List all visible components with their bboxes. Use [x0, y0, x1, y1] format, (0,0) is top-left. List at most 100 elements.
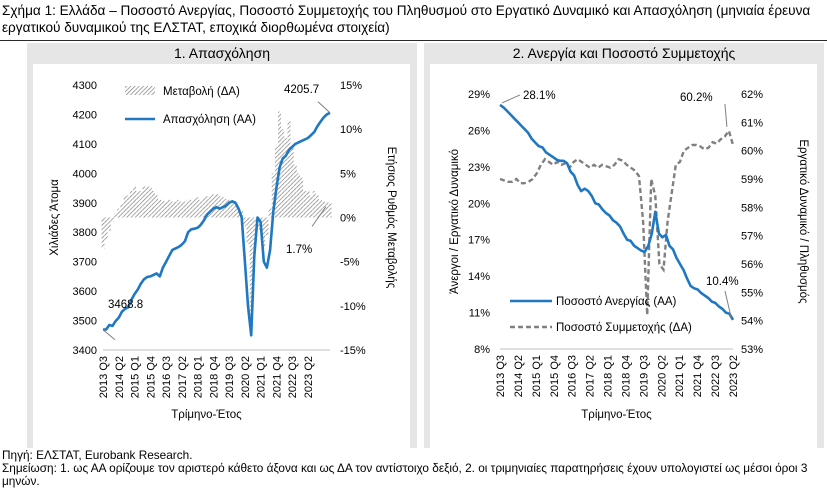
x-axis-title: Τρίμηνο-Έτος	[171, 409, 242, 421]
panel2-title: 2. Ανεργία και Ποσοστό Συμμετοχής	[512, 45, 736, 61]
panel1-plot-area	[33, 64, 410, 448]
change-bar	[101, 217, 105, 249]
y-left-tick-label: 4100	[73, 139, 97, 151]
annotation-leader	[724, 290, 732, 317]
change-bar	[196, 197, 200, 218]
y-right-tick-label: 56%	[741, 259, 763, 271]
change-bar	[192, 198, 196, 218]
change-bar	[139, 191, 143, 218]
participation-line	[499, 128, 735, 316]
change-bar	[319, 199, 323, 218]
y-right-tick-label: -5%	[340, 257, 360, 269]
x-tick-label: 2022 Q3	[287, 356, 299, 398]
change-bar	[230, 201, 234, 218]
y-right-axis-title: Ετήσιος Ρυθμός Μεταβολής	[385, 147, 397, 289]
y-right-tick-label: 54%	[741, 316, 763, 328]
legend-label-participation: Ποσοστό Συμμετοχής (ΔΑ)	[556, 322, 692, 334]
y-left-tick-label: 4000	[73, 168, 97, 180]
annotation-first-unemployment: 28.1%	[523, 90, 556, 102]
panel2-plot-area	[430, 64, 817, 448]
y-left-tick-label: 3800	[73, 227, 97, 239]
x-tick-label: 2014 Q2	[513, 355, 525, 397]
change-bar	[107, 217, 111, 231]
change-bar	[202, 198, 206, 218]
y-right-tick-label: 60%	[741, 146, 763, 158]
change-bar	[158, 199, 162, 218]
change-bar	[180, 201, 184, 218]
panel1-title: 1. Απασχόληση	[173, 45, 271, 61]
y-right-tick-label: -15%	[340, 345, 366, 357]
change-bar	[133, 186, 137, 218]
y-right-tick-label: 53%	[741, 344, 763, 356]
legend-label-unemployment: Ποσοστό Ανεργίας (ΑΑ)	[556, 296, 677, 308]
change-bar	[136, 191, 140, 218]
change-bar	[199, 199, 203, 218]
y-left-tick-label: 3900	[73, 198, 97, 210]
change-bar	[246, 217, 250, 244]
change-bar	[303, 191, 307, 218]
y-left-tick-label: 3600	[73, 286, 97, 298]
x-tick-label: 2023 Q2	[303, 356, 315, 398]
change-bar	[300, 177, 304, 218]
y-left-tick-label: 17%	[468, 235, 490, 247]
change-bar	[293, 164, 297, 218]
change-bar	[312, 191, 316, 218]
change-bar	[205, 196, 209, 218]
change-bar	[252, 217, 256, 253]
change-bar	[262, 217, 266, 249]
change-bar	[309, 195, 313, 218]
change-bar	[120, 204, 124, 218]
y-right-tick-label: 15%	[340, 80, 362, 92]
y-left-tick-label: 23%	[468, 162, 490, 174]
x-tick-label: 2023 Q2	[728, 355, 740, 397]
change-bar	[110, 217, 114, 222]
y-right-tick-label: -10%	[340, 301, 366, 313]
change-bar	[151, 191, 155, 218]
source-text: Πηγή: ΕΛΣΤΑΤ, Eurobank Research.	[2, 448, 193, 462]
x-tick-label: 2018 Q1	[193, 356, 205, 398]
change-bar	[161, 199, 165, 218]
title-divider	[0, 40, 827, 41]
change-bar	[224, 198, 228, 218]
x-tick-label: 2015 Q4	[145, 356, 157, 398]
annotation-last-employment: 4205.7	[284, 84, 319, 96]
x-tick-label: 2018 Q4	[208, 356, 220, 398]
change-bar	[155, 195, 159, 218]
y-right-tick-label: 10%	[340, 124, 362, 136]
figure-title: Σχήμα 1: Ελλάδα – Ποσοστό Ανεργίας, Ποσο…	[2, 3, 811, 35]
x-tick-label: 2015 Q4	[549, 355, 561, 397]
x-tick-label: 2022 Q3	[710, 355, 722, 397]
change-bar	[315, 195, 319, 218]
x-tick-label: 2014 Q2	[114, 356, 126, 398]
y-right-tick-label: 0%	[340, 213, 356, 225]
y-right-tick-label: 55%	[741, 287, 763, 299]
y-left-axis-title: Χιλιάδες Άτομα	[49, 179, 61, 256]
change-bar	[296, 173, 300, 218]
annotation-leader	[102, 329, 116, 341]
annotation-leader	[317, 101, 331, 114]
change-bar	[249, 217, 253, 324]
legend-swatch-change	[125, 86, 155, 95]
y-left-tick-label: 11%	[469, 308, 490, 320]
change-bar	[208, 195, 212, 218]
y-right-axis-title: Εργατικό Δυναμικό / Πληθυσμός	[797, 139, 809, 304]
y-right-tick-label: 62%	[741, 89, 763, 101]
y-right-tick-label: 61%	[741, 117, 763, 129]
x-tick-label: 2021 Q4	[271, 356, 283, 398]
change-bar	[117, 208, 121, 218]
y-left-tick-label: 3700	[73, 257, 97, 269]
annotation-first-employment: 3468.8	[108, 299, 143, 311]
x-tick-label: 2013 Q3	[495, 355, 507, 397]
y-left-tick-label: 14%	[468, 271, 490, 283]
legend-label-change: Μεταβολή (ΔΑ)	[163, 86, 240, 98]
y-right-tick-label: 57%	[741, 231, 763, 243]
unemployment-line	[499, 103, 735, 321]
change-bar	[183, 201, 187, 218]
x-tick-label: 2021 Q1	[256, 356, 268, 398]
change-bar	[233, 204, 237, 218]
change-bar	[174, 201, 178, 218]
change-bar	[227, 199, 231, 218]
y-right-tick-label: 58%	[741, 202, 763, 214]
change-bar	[104, 217, 108, 240]
